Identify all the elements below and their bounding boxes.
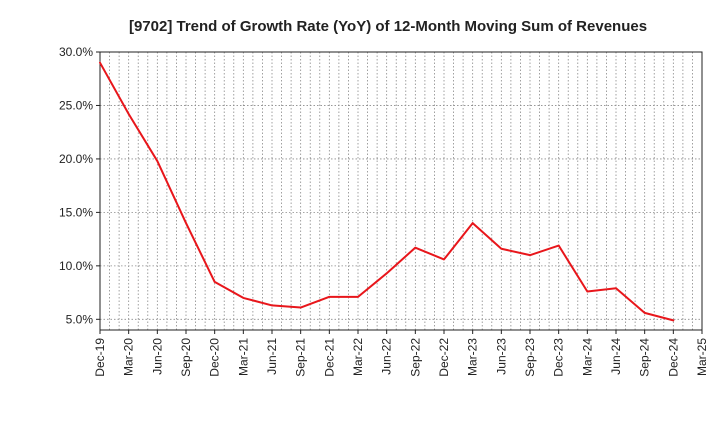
- x-tick-label: Jun-20: [150, 338, 164, 375]
- series-layer: [99, 61, 675, 322]
- x-tick-label: Sep-20: [179, 338, 193, 377]
- x-axis: Dec-19 Mar-20 Jun-20 Sep-20 Dec-20 Mar-21 Jun-…: [93, 330, 709, 377]
- y-tick-label: 5.0%: [66, 312, 94, 326]
- x-tick-label: Dec-20: [208, 338, 222, 377]
- x-tick-label: Dec-21: [322, 338, 336, 377]
- x-tick-label: Mar-21: [236, 338, 250, 376]
- series-line: [99, 61, 675, 322]
- y-axis: 5.0% 10.0% 15.0% 20.0% 25.0% 30.0%: [59, 45, 100, 326]
- x-tick-label: Mar-25: [695, 338, 709, 376]
- x-tick-label: Jun-24: [609, 338, 623, 375]
- chart-title: [9702] Trend of Growth Rate (YoY) of 12-…: [129, 18, 647, 35]
- x-tick-label: Sep-21: [294, 338, 308, 377]
- x-tick-label: Mar-20: [122, 338, 136, 376]
- y-tick-label: 20.0%: [59, 152, 93, 166]
- y-tick-label: 30.0%: [59, 45, 93, 59]
- x-tick-label: Sep-22: [408, 338, 422, 377]
- y-tick-label: 10.0%: [59, 259, 93, 273]
- x-tick-label: Jun-21: [265, 338, 279, 375]
- plot-area: [99, 51, 703, 331]
- x-tick-label: Dec-24: [666, 338, 680, 377]
- x-tick-label: Sep-24: [638, 338, 652, 377]
- y-tick-label: 25.0%: [59, 98, 93, 112]
- x-tick-label: Jun-22: [380, 338, 394, 375]
- x-tick-label: Dec-23: [552, 338, 566, 377]
- x-tick-label: Jun-23: [494, 338, 508, 375]
- x-tick-label: Mar-23: [466, 338, 480, 376]
- y-tick-label: 15.0%: [59, 205, 93, 219]
- x-tick-label: Dec-19: [93, 338, 107, 377]
- x-tick-label: Dec-22: [437, 338, 451, 377]
- x-tick-label: Mar-24: [580, 338, 594, 376]
- x-tick-label: Mar-22: [351, 338, 365, 376]
- x-tick-label: Sep-23: [523, 338, 537, 377]
- grid-layer: [100, 52, 702, 330]
